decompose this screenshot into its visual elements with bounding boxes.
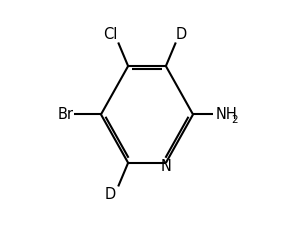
Text: 2: 2 (231, 115, 238, 125)
Text: Cl: Cl (103, 27, 118, 42)
Text: N: N (161, 159, 171, 174)
Text: NH: NH (216, 107, 237, 122)
Text: Br: Br (58, 107, 74, 122)
Text: D: D (176, 27, 187, 42)
Text: D: D (105, 187, 116, 202)
